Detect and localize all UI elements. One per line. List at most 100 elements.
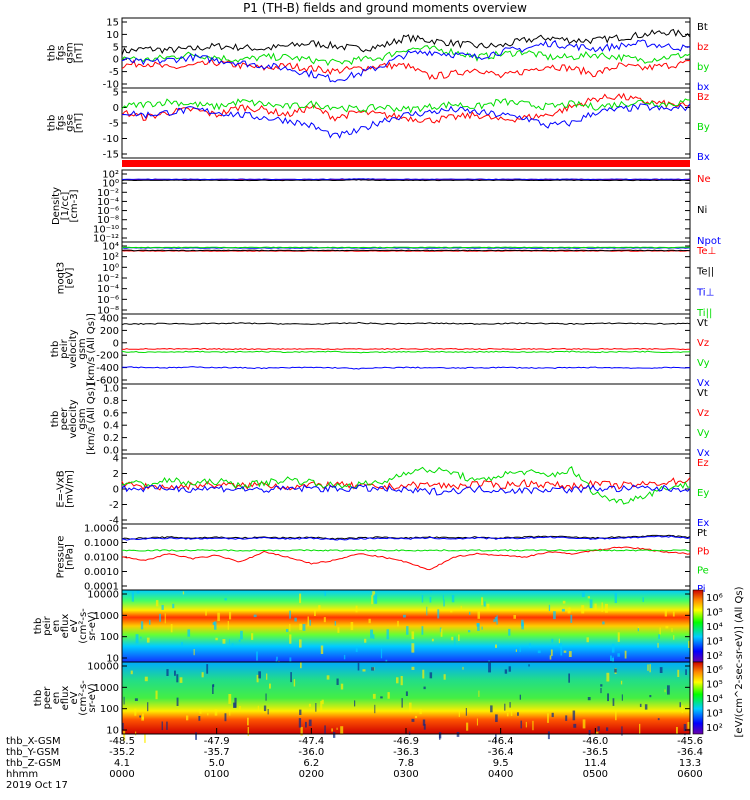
spectrogram-pixel xyxy=(323,617,326,623)
y-tick-label: 0 xyxy=(113,485,119,496)
spectrogram-pixel xyxy=(364,638,367,643)
legend-entry: Pb xyxy=(697,547,709,558)
ephemeris-value: 7.8 xyxy=(398,758,414,769)
spectrogram-pixel xyxy=(614,593,617,603)
spectrogram-pixel xyxy=(642,597,644,602)
y-tick-label: 10⁻⁸ xyxy=(97,306,119,317)
legend-entry: Te⊥ xyxy=(696,246,716,257)
ephemeris-value: -45.6 xyxy=(677,736,703,747)
spectrogram-pixel xyxy=(513,615,516,619)
spectrogram-pixel xyxy=(493,619,495,622)
spectrogram-pixel xyxy=(354,700,356,707)
spectrogram-pixel xyxy=(397,620,399,627)
spectrogram-pixel xyxy=(495,644,497,648)
y-tick-label: 200 xyxy=(100,326,119,337)
spectrogram-pixel xyxy=(683,724,687,732)
spectrogram-pixel xyxy=(186,715,189,721)
spectrogram-pixel xyxy=(617,653,620,657)
spectrogram-pixel xyxy=(478,690,480,697)
spectrogram-pixel xyxy=(136,590,140,594)
spectrogram-pixel xyxy=(147,702,149,712)
y-tick-label: 1.0 xyxy=(103,384,119,395)
legend-entry: Bz xyxy=(697,92,709,103)
spectrogram-pixel xyxy=(442,595,444,600)
y-axis-label-line: thb xyxy=(50,411,61,428)
date-label: 2019 Oct 17 xyxy=(6,780,68,791)
ephemeris-value: -46.9 xyxy=(393,736,419,747)
spectrogram-pixel xyxy=(443,599,445,607)
colorbar-tick-label: 10⁵ xyxy=(706,608,723,619)
spectrogram-pixel xyxy=(411,631,415,640)
spectrogram-pixel xyxy=(547,713,549,723)
legend-entry: Vx xyxy=(697,448,710,459)
y-axis-label-line: E=-VxB xyxy=(56,470,67,507)
spectrogram-pixel xyxy=(560,646,563,656)
spectrogram-pixel xyxy=(506,712,509,717)
y-axis-label: moqt3[eV] xyxy=(56,262,76,295)
y-axis-label: Density[1/cc][cm-3] xyxy=(51,187,80,225)
y-tick-label: 0.0100 xyxy=(84,553,119,564)
colorbar xyxy=(692,661,704,735)
y-axis-label-line: fgs xyxy=(56,115,67,130)
spectrogram-pixel xyxy=(155,600,159,607)
ephemeris-value: 5.0 xyxy=(209,758,225,769)
spectrogram-pixel xyxy=(401,698,403,708)
spectrogram-pixel xyxy=(649,695,652,698)
y-tick-label: 10⁰ xyxy=(102,179,119,190)
ephemeris-value: 6.2 xyxy=(303,758,319,769)
spectrogram-pixel xyxy=(222,639,226,644)
spectrogram-pixel xyxy=(368,618,371,624)
colorbar xyxy=(692,589,704,663)
spectrogram-pixel xyxy=(581,605,585,614)
spectrogram-pixel xyxy=(257,705,259,710)
spectrogram-pixel xyxy=(396,677,399,684)
legend-entry: Pt xyxy=(697,528,707,539)
spectrogram-pixel xyxy=(612,656,614,662)
y-tick-label: -5 xyxy=(109,119,119,130)
spectrogram-pixel xyxy=(380,648,383,659)
spectrogram-pixel xyxy=(589,599,593,609)
y-tick-label: 0.6 xyxy=(103,408,119,419)
spectrogram-pixel xyxy=(614,668,617,673)
colorbar-label-text: [eV/(cm^2-sec-sr-eV)] (All Qs) xyxy=(734,586,745,737)
spectrogram-pixel xyxy=(515,649,517,652)
series-line-Bt xyxy=(121,28,691,56)
spectrogram-pixel xyxy=(212,684,214,694)
spectrogram-pixel xyxy=(195,732,197,740)
y-axis-label-line: peer xyxy=(59,407,70,431)
spectrogram-pixel xyxy=(355,648,358,652)
spectrogram-pixel xyxy=(677,669,680,677)
spectrogram-pixel xyxy=(266,673,268,680)
spectrogram-pixel xyxy=(594,603,597,610)
spectrogram-pixel xyxy=(520,720,522,729)
spectrogram-pixel xyxy=(486,603,490,610)
spectrogram-pixel xyxy=(247,727,249,737)
spectrogram xyxy=(122,590,690,662)
legend-entry: bx xyxy=(697,82,709,93)
spectrogram-pixel xyxy=(647,664,649,671)
y-tick-label: 10⁻² xyxy=(97,274,119,285)
spectrogram-pixel xyxy=(494,617,497,622)
y-axis-label-line: velocity xyxy=(68,399,79,438)
spectrogram-pixel xyxy=(166,669,169,676)
spectrogram-pixel xyxy=(429,672,433,679)
spectrogram-pixel xyxy=(343,654,346,660)
spectrogram-pixel xyxy=(182,591,185,595)
panel-frame xyxy=(121,87,691,159)
spectrogram-pixel xyxy=(256,651,258,661)
ephemeris-row-label: thb_Y-GSM xyxy=(6,747,59,758)
spectrogram-pixel xyxy=(408,731,411,735)
panel-10: 10⁶ 10⁵ 10⁴ 10³ 10² 10000 1000 100 10 thbpeerenef… xyxy=(33,661,723,743)
spectrogram-pixel xyxy=(234,697,237,708)
spectrogram-pixel xyxy=(451,595,455,603)
spectrogram-pixel xyxy=(664,689,666,693)
y-axis-label-line: (cm²-s- xyxy=(78,608,89,644)
spectrogram-pixel xyxy=(495,733,497,742)
spectrogram-pixel xyxy=(550,649,553,656)
y-axis-label-line: [mV/m] xyxy=(65,470,76,508)
spectrogram-pixel xyxy=(495,714,498,722)
